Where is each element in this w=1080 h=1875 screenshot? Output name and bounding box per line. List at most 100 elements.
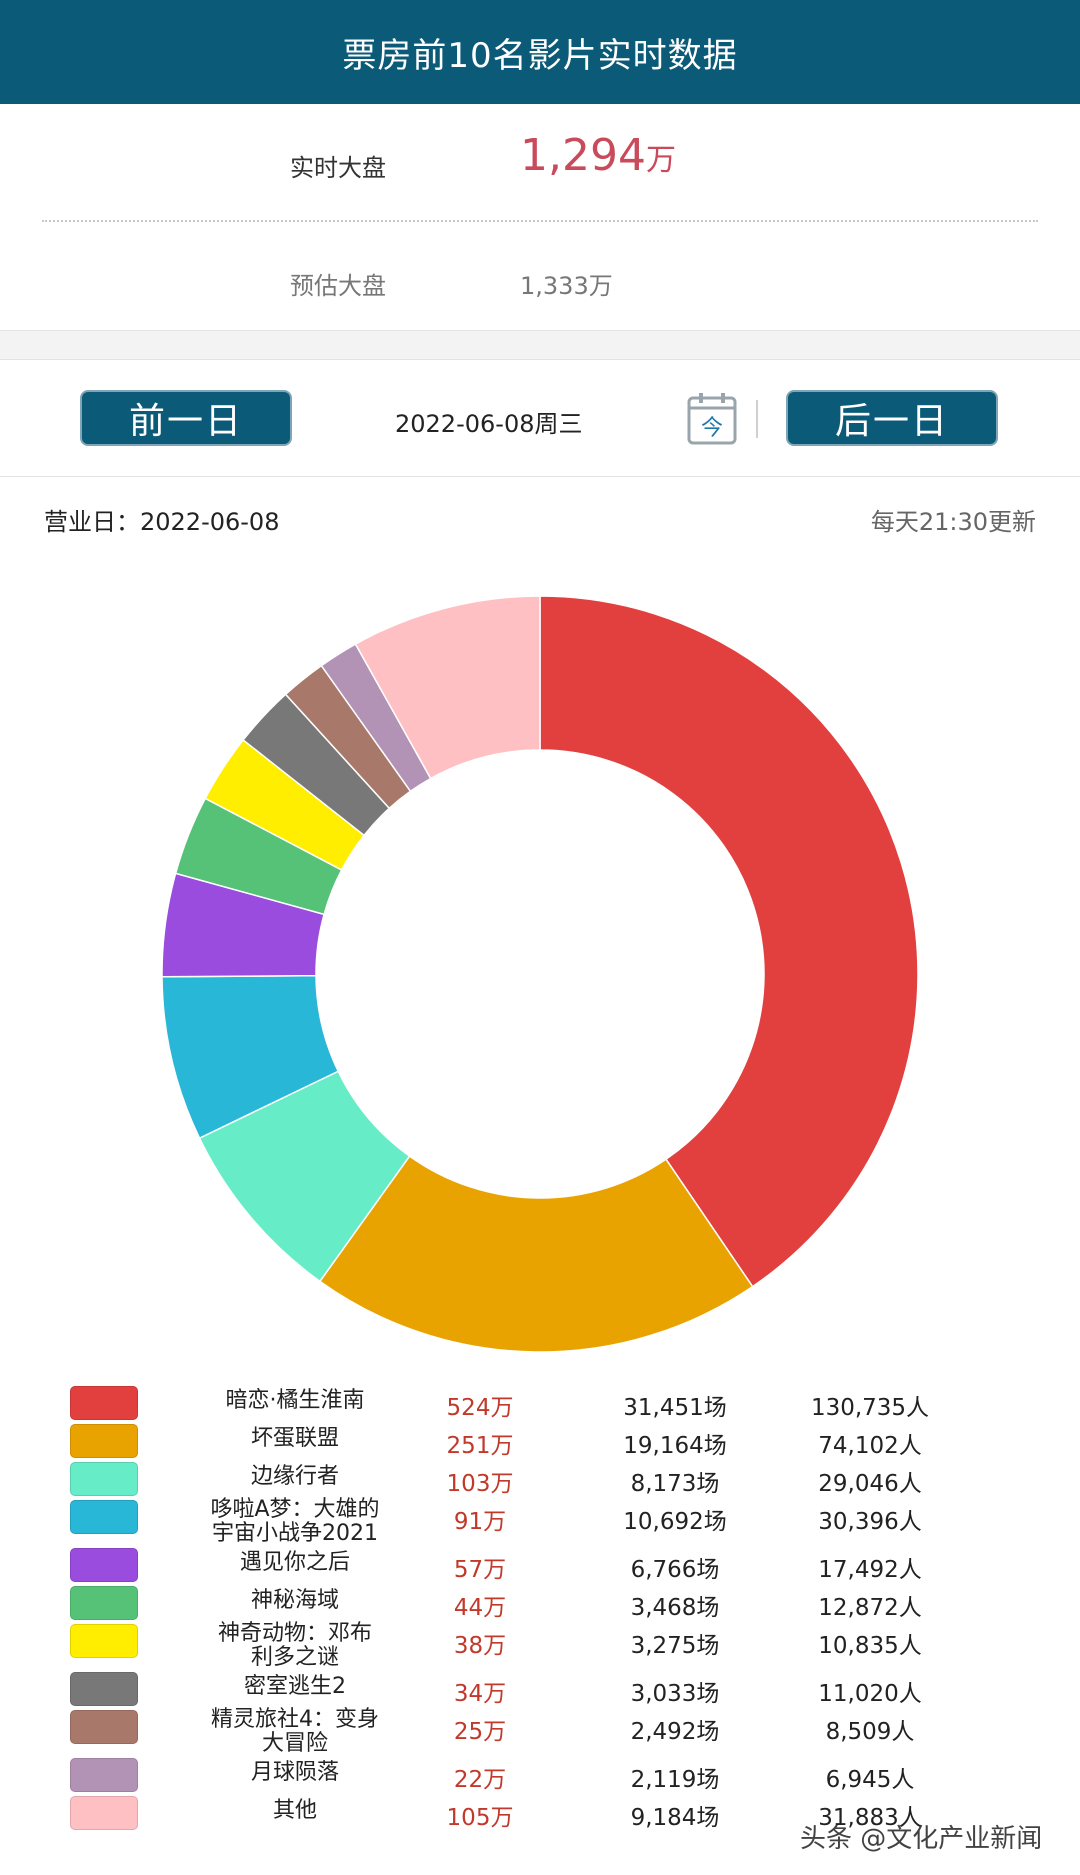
realtime-label: 实时大盘 xyxy=(290,154,386,182)
film-name: 神秘海域 xyxy=(190,1589,400,1613)
donut-slice-1 xyxy=(539,595,919,1288)
realtime-row: 实时大盘 1,294万 xyxy=(0,104,1080,204)
audience-value: 8,509人 xyxy=(825,1719,915,1745)
film-name: 哆啦A梦：大雄的 宇宙小战争2021 xyxy=(190,1498,400,1546)
film-name-line: 大冒险 xyxy=(261,1731,328,1756)
screenings-value: 8,173场 xyxy=(630,1471,720,1497)
screenings-value: 9,184场 xyxy=(630,1805,720,1831)
legend-row: 精灵旅社4：变身 大冒险 25万 2,492场 8,509人 xyxy=(0,1708,1080,1756)
screenings-value: 19,164场 xyxy=(623,1433,727,1459)
box-office-value: 251万 xyxy=(446,1433,514,1459)
box-office-value: 38万 xyxy=(453,1633,507,1659)
film-name: 月球陨落 xyxy=(190,1761,400,1785)
legend-swatch xyxy=(70,1424,138,1458)
legend-row: 神奇动物：邓布 利多之谜 38万 3,275场 10,835人 xyxy=(0,1622,1080,1670)
legend-row: 坏蛋联盟 251万 19,164场 74,102人 xyxy=(0,1422,1080,1462)
legend-swatch xyxy=(70,1624,138,1658)
current-date[interactable]: 2022-06-08周三 xyxy=(395,410,583,438)
legend-swatch xyxy=(70,1500,138,1534)
audience-value: 10,835人 xyxy=(818,1633,922,1659)
film-name-line: 暗恋·橘生淮南 xyxy=(225,1388,365,1413)
film-name: 遇见你之后 xyxy=(190,1551,400,1575)
audience-value: 30,396人 xyxy=(818,1509,922,1535)
film-name: 边缘行者 xyxy=(190,1465,400,1489)
box-office-value: 25万 xyxy=(453,1719,507,1745)
film-name: 暗恋·橘生淮南 xyxy=(190,1389,400,1413)
audience-value: 12,872人 xyxy=(818,1595,922,1621)
film-name-line: 精灵旅社4：变身 xyxy=(211,1707,379,1732)
section-divider xyxy=(0,330,1080,360)
box-office-value: 524万 xyxy=(446,1395,514,1421)
film-name-line: 哆啦A梦：大雄的 xyxy=(210,1497,380,1522)
legend-swatch xyxy=(70,1548,138,1582)
film-name-line: 宇宙小战争2021 xyxy=(212,1521,378,1546)
business-day: 营业日：2022-06-08 xyxy=(44,508,280,536)
legend-swatch xyxy=(70,1462,138,1496)
screenings-value: 3,275场 xyxy=(630,1633,720,1659)
legend-row: 神秘海域 44万 3,468场 12,872人 xyxy=(0,1584,1080,1624)
film-name-line: 其他 xyxy=(272,1798,317,1823)
date-navigation: 前一日 2022-06-08周三 今 后一日 xyxy=(0,360,1080,477)
vertical-separator xyxy=(756,400,758,438)
donut-slice-2 xyxy=(318,1155,754,1353)
film-name: 其他 xyxy=(190,1799,400,1823)
realtime-value: 1,294万 xyxy=(520,130,676,181)
audience-value: 29,046人 xyxy=(818,1471,922,1497)
forecast-row: 预估大盘 1,333万 xyxy=(0,228,1080,328)
film-name: 坏蛋联盟 xyxy=(190,1427,400,1451)
page-title: 票房前10名影片实时数据 xyxy=(0,0,1080,104)
legend-row: 遇见你之后 57万 6,766场 17,492人 xyxy=(0,1546,1080,1586)
film-name-line: 月球陨落 xyxy=(250,1760,339,1785)
film-name-line: 利多之谜 xyxy=(250,1645,339,1670)
film-name-line: 神奇动物：邓布 xyxy=(217,1621,372,1646)
legend-swatch xyxy=(70,1796,138,1830)
audience-value: 17,492人 xyxy=(818,1557,922,1583)
screenings-value: 6,766场 xyxy=(630,1557,720,1583)
film-name-line: 坏蛋联盟 xyxy=(250,1426,339,1451)
box-office-value: 57万 xyxy=(453,1557,507,1583)
audience-value: 130,735人 xyxy=(810,1395,930,1421)
legend-swatch xyxy=(70,1758,138,1792)
box-office-value: 44万 xyxy=(453,1595,507,1621)
summary-panel: 实时大盘 1,294万 预估大盘 1,333万 xyxy=(0,104,1080,330)
film-name: 精灵旅社4：变身 大冒险 xyxy=(190,1708,400,1756)
legend-swatch xyxy=(70,1710,138,1744)
box-office-value: 105万 xyxy=(446,1805,514,1831)
screenings-value: 2,119场 xyxy=(630,1767,720,1793)
legend-swatch xyxy=(70,1386,138,1420)
legend-swatch xyxy=(70,1672,138,1706)
screenings-value: 2,492场 xyxy=(630,1719,720,1745)
box-office-value: 34万 xyxy=(453,1681,507,1707)
screenings-value: 3,033场 xyxy=(630,1681,720,1707)
audience-value: 6,945人 xyxy=(825,1767,915,1793)
box-office-donut-chart xyxy=(161,595,919,1353)
legend-swatch xyxy=(70,1586,138,1620)
next-day-button[interactable]: 后一日 xyxy=(786,390,998,446)
screenings-value: 31,451场 xyxy=(623,1395,727,1421)
film-name-line: 密室逃生2 xyxy=(244,1674,346,1699)
film-name-line: 边缘行者 xyxy=(250,1464,339,1489)
previous-day-button[interactable]: 前一日 xyxy=(80,390,292,446)
legend-row: 月球陨落 22万 2,119场 6,945人 xyxy=(0,1756,1080,1796)
film-name-line: 神秘海域 xyxy=(250,1588,339,1613)
audience-value: 74,102人 xyxy=(818,1433,922,1459)
box-office-value: 91万 xyxy=(453,1509,507,1535)
forecast-label: 预估大盘 xyxy=(290,272,386,300)
watermark: 头条 @文化产业新闻 xyxy=(800,1824,1043,1854)
update-note: 每天21:30更新 xyxy=(870,508,1036,536)
audience-value: 11,020人 xyxy=(818,1681,922,1707)
box-office-value: 22万 xyxy=(453,1767,507,1793)
legend-row: 边缘行者 103万 8,173场 29,046人 xyxy=(0,1460,1080,1500)
donut-slice-11 xyxy=(354,595,541,780)
audience-value: 31,883人 xyxy=(818,1805,922,1831)
calendar-today-text: 今 xyxy=(701,416,723,441)
forecast-value: 1,333万 xyxy=(520,272,613,300)
film-name: 神奇动物：邓布 利多之谜 xyxy=(190,1622,400,1670)
calendar-today-icon[interactable]: 今 xyxy=(686,390,738,446)
legend-row: 暗恋·橘生淮南 524万 31,451场 130,735人 xyxy=(0,1384,1080,1424)
realtime-unit: 万 xyxy=(645,143,676,178)
legend-row: 密室逃生2 34万 3,033场 11,020人 xyxy=(0,1670,1080,1710)
box-office-value: 103万 xyxy=(446,1471,514,1497)
film-name-line: 遇见你之后 xyxy=(239,1550,350,1575)
film-name: 密室逃生2 xyxy=(190,1675,400,1699)
